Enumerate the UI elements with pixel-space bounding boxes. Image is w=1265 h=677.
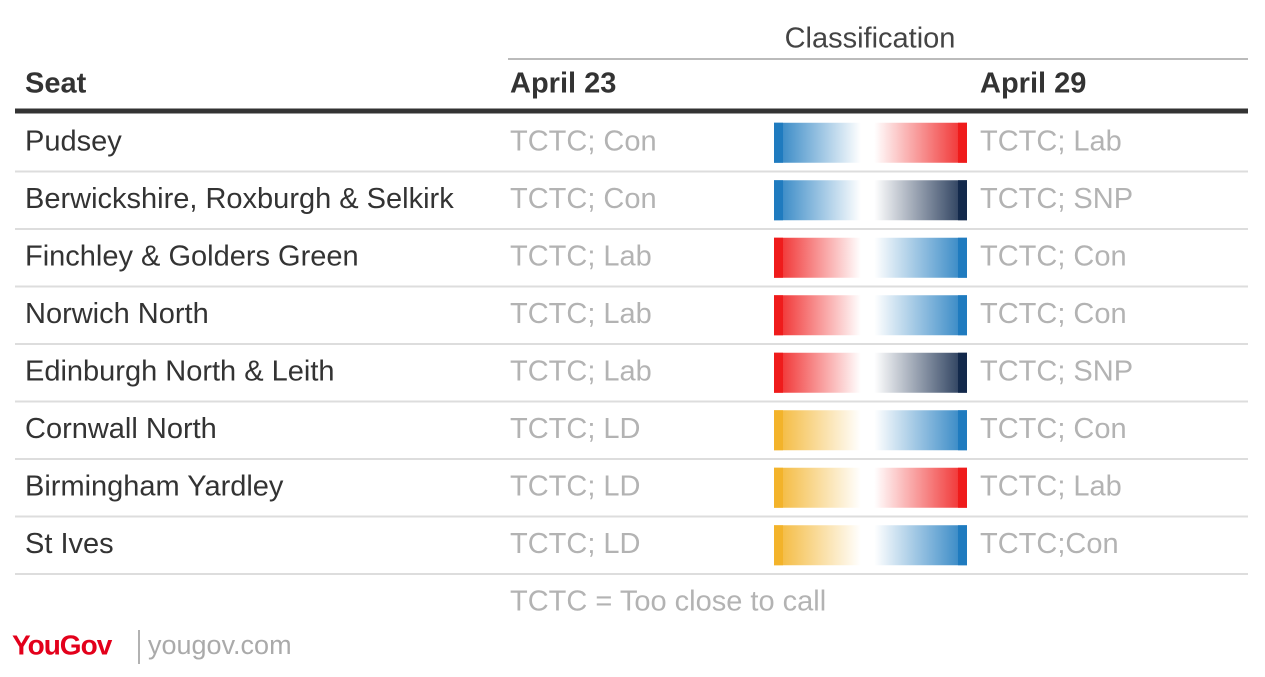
transition-bar <box>774 467 967 508</box>
to-edge <box>958 122 967 163</box>
transition-bar <box>774 180 967 221</box>
seat-name: Birmingham Yardley <box>25 470 284 502</box>
seat-name: St Ives <box>25 528 114 560</box>
seat-name: Finchley & Golders Green <box>25 240 359 272</box>
from-edge <box>774 237 783 278</box>
to-class: TCTC;Con <box>980 528 1119 560</box>
to-edge <box>958 237 967 278</box>
seat-name: Pudsey <box>25 125 122 157</box>
column-header: Seat <box>25 68 87 100</box>
from-class: TCTC; Lab <box>510 355 652 387</box>
to-class: TCTC; Con <box>980 298 1127 330</box>
from-class: TCTC; Con <box>510 125 657 157</box>
from-class: TCTC; Con <box>510 183 657 215</box>
logo: YouGov <box>12 629 113 660</box>
from-edge <box>774 410 783 451</box>
from-edge <box>774 467 783 508</box>
from-class: TCTC; LD <box>510 528 641 560</box>
from-class: TCTC; LD <box>510 470 641 502</box>
url: yougov.com <box>148 630 292 660</box>
transition-bar <box>774 122 967 163</box>
from-class: TCTC; Lab <box>510 298 652 330</box>
seat-name: Berwickshire, Roxburgh & Selkirk <box>25 183 454 215</box>
to-edge <box>958 180 967 221</box>
from-edge <box>774 180 783 221</box>
from-edge <box>774 525 783 566</box>
from-edge <box>774 295 783 336</box>
to-class: TCTC; Con <box>980 413 1127 445</box>
to-edge <box>958 352 967 393</box>
to-class: TCTC; Lab <box>980 470 1122 502</box>
transition-bar <box>774 352 967 393</box>
column-header: April 23 <box>510 68 616 100</box>
transition-bar <box>774 237 967 278</box>
from-edge <box>774 122 783 163</box>
to-edge <box>958 467 967 508</box>
from-class: TCTC; LD <box>510 413 641 445</box>
transition-bar <box>774 410 967 451</box>
from-class: TCTC; Lab <box>510 240 652 272</box>
to-class: TCTC; Con <box>980 240 1127 272</box>
group-header: Classification <box>785 23 956 55</box>
seat-name: Norwich North <box>25 298 209 330</box>
seat-name: Edinburgh North & Leith <box>25 355 335 387</box>
to-edge <box>958 295 967 336</box>
to-class: TCTC; SNP <box>980 355 1133 387</box>
to-edge <box>958 410 967 451</box>
transition-bar <box>774 295 967 336</box>
to-class: TCTC; SNP <box>980 183 1133 215</box>
from-edge <box>774 352 783 393</box>
column-header: April 29 <box>980 68 1086 100</box>
to-class: TCTC; Lab <box>980 125 1122 157</box>
to-edge <box>958 525 967 566</box>
transition-bar <box>774 525 967 566</box>
footnote: TCTC = Too close to call <box>510 586 826 618</box>
seat-name: Cornwall North <box>25 413 217 445</box>
